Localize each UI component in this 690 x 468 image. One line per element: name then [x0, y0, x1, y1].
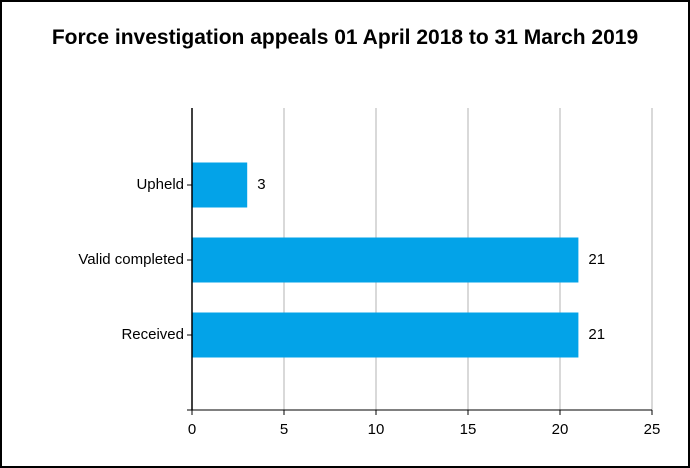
- x-tick-label: 0: [188, 421, 196, 438]
- y-tick-label: Valid completed: [78, 251, 184, 268]
- y-tick-label: Received: [121, 326, 184, 343]
- x-tick-label: 20: [552, 421, 569, 438]
- x-tick-label: 10: [368, 421, 385, 438]
- data-label: 21: [588, 326, 605, 343]
- x-tick-label: 15: [460, 421, 477, 438]
- chart-title: Force investigation appeals 01 April 201…: [51, 26, 639, 49]
- x-tick-label: 5: [280, 421, 288, 438]
- bar: [192, 312, 579, 358]
- data-label: 21: [588, 251, 605, 268]
- data-label: 3: [257, 176, 265, 193]
- bar: [192, 237, 579, 283]
- y-tick-label: Upheld: [136, 176, 184, 193]
- bar: [192, 162, 248, 208]
- x-tick-label: 25: [644, 421, 661, 438]
